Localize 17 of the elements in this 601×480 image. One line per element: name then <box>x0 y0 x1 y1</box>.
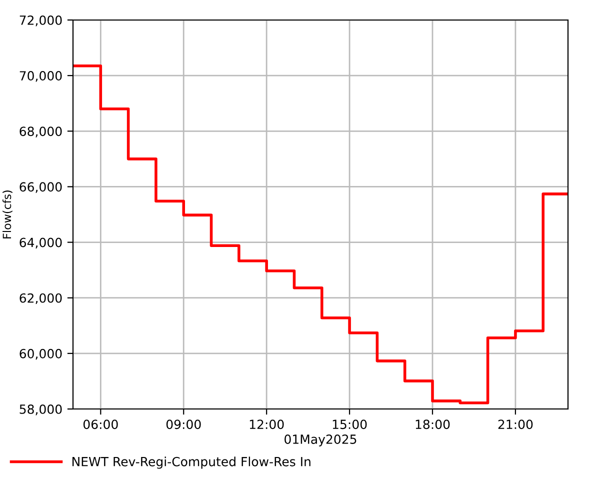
x-tick-label: 06:00 <box>83 420 118 430</box>
x-tick-label: 18:00 <box>416 420 450 430</box>
x-axis-title: 01May2025 <box>284 434 356 446</box>
y-tick-label: 60,000 <box>20 348 62 360</box>
x-tick-label: 12:00 <box>250 420 284 430</box>
x-tick-label: 15:00 <box>332 420 367 430</box>
y-tick-label: 62,000 <box>20 293 62 304</box>
y-tick-label: 72,000 <box>20 15 62 26</box>
y-tick-label: 66,000 <box>20 182 62 193</box>
y-tick-label: 70,000 <box>20 71 62 82</box>
x-tick-label: 21:00 <box>498 420 533 430</box>
y-tick-label: 64,000 <box>20 238 62 248</box>
y-tick-label: 68,000 <box>20 126 62 138</box>
x-tick-label: 09:00 <box>166 420 201 430</box>
legend-label: NEWT Rev-Regi-Computed Flow-Res In <box>72 456 310 469</box>
y-tick-label: 58,000 <box>20 404 62 416</box>
y-axis-title: Flow(cfs) <box>2 190 12 238</box>
